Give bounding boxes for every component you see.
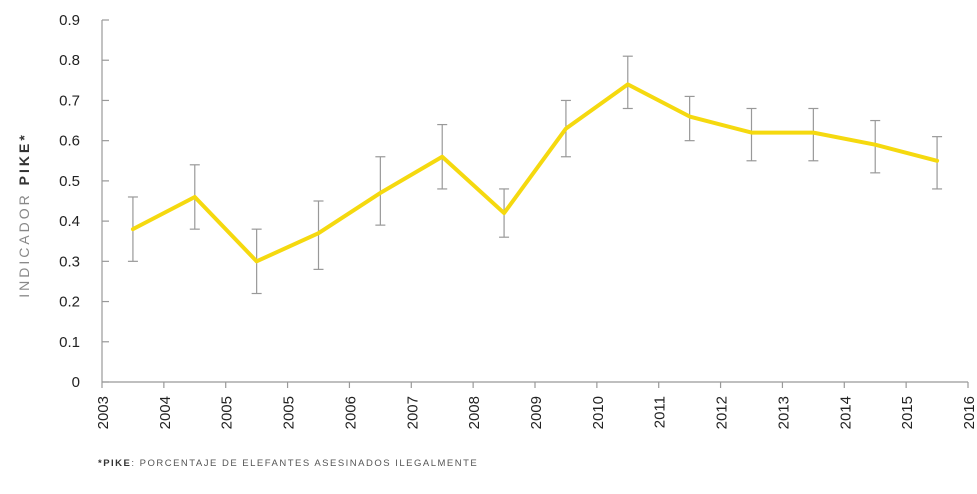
data-point [935,159,939,163]
x-tick-label: 2012 [714,396,731,429]
data-point [626,82,630,86]
x-tick-label: 2013 [775,396,792,429]
data-point [193,195,197,199]
series-line-layer [130,82,940,264]
x-tick-label: 2008 [466,396,483,429]
y-axis-label: INDICADOR PIKE* [16,132,32,298]
y-tick-label: 0.8 [59,52,80,69]
x-tick-label: 2006 [342,396,359,429]
data-point [873,143,877,147]
x-tick-label: 2010 [590,396,607,429]
data-point [564,127,568,131]
y-axis-label-prefix: INDICADOR [16,185,32,297]
data-point [317,231,320,235]
x-tick-label: 2011 [652,396,669,428]
tick-labels: 0 0.1 0.2 0.3 0.4 0.5 0.6 0.7 0.8 0.9 2003 2004 2005… [59,12,977,429]
series-line [130,82,940,264]
x-tick-label: 2007 [404,396,421,429]
y-tick-label: 0.5 [59,173,80,190]
y-tick-label: 0.9 [59,12,80,29]
footnote-text: : PORCENTAJE DE ELEFANTES ASESINADOS ILE… [131,458,479,469]
x-tick-label: 2004 [157,396,174,429]
y-tick-label: 0 [72,374,80,391]
axes [101,19,969,388]
data-point [378,191,382,195]
x-tick-label: 2005 [281,396,298,429]
data-point [131,227,135,231]
error-bars [127,55,943,295]
x-tick-label: 2003 [95,396,112,429]
y-tick-label: 0.4 [59,213,80,230]
data-point [502,211,506,215]
x-tick-label: 2009 [528,396,545,429]
y-tick-label: 0.7 [59,92,80,109]
x-tick-label: 2016 [961,396,977,429]
y-tick-label: 0.1 [59,334,80,351]
x-tick-label: 2014 [837,396,854,429]
data-point [255,259,259,263]
y-tick-label: 0.2 [59,294,80,311]
data-point [688,115,692,119]
footnote-bold: *PIKE [98,458,132,469]
y-axis-label-bold: PIKE* [16,132,32,185]
data-point [440,155,444,159]
y-tick-label: 0.6 [59,133,80,150]
data-point [811,131,815,135]
data-point [750,131,753,135]
x-tick-label: 2015 [899,396,916,429]
x-tick-label: 2005 [219,396,236,429]
footnote: *PIKE: PORCENTAJE DE ELEFANTES ASESINADO… [98,458,478,469]
y-tick-label: 0.3 [59,253,80,270]
